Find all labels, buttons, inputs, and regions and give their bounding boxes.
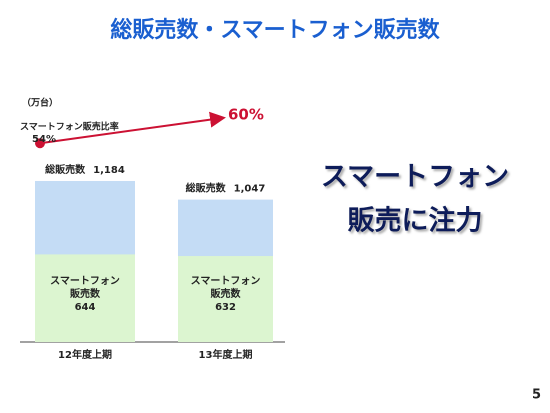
headline: スマートフォン [321,162,509,193]
value-label: 644 [75,302,96,313]
value-label: 1,047 [234,184,266,195]
total-label: 総販売数 1,047 [186,182,266,195]
value-label: 1,184 [93,165,125,176]
series-name: 販売数 [211,287,242,300]
series-name: 販売数 [70,287,101,300]
ratio-name: スマートフォン販売比率 [20,121,119,133]
series-name: スマートフォン [191,275,261,287]
x-tick-label: 12年度上期 [58,348,112,361]
ratio-label: 60% [228,106,264,124]
value-label: 632 [215,302,236,313]
total-label: 総販売数 1,184 [45,163,125,176]
slide-title: 総販売数・スマートフォン販売数 [110,17,440,43]
headline: 販売に注力 [348,205,483,237]
ratio-label: 54% [32,134,56,145]
series-name: スマートフォン [50,275,120,287]
page-number: 5 [532,388,541,403]
x-tick-label: 13年度上期 [199,348,253,361]
smartphone-bar [178,256,273,342]
series-name: 総販売数 [45,163,86,176]
ratio-line [35,111,226,149]
unit-label: （万台） [22,97,58,109]
series-name: 総販売数 [186,182,227,195]
smartphone-bar [35,254,135,342]
